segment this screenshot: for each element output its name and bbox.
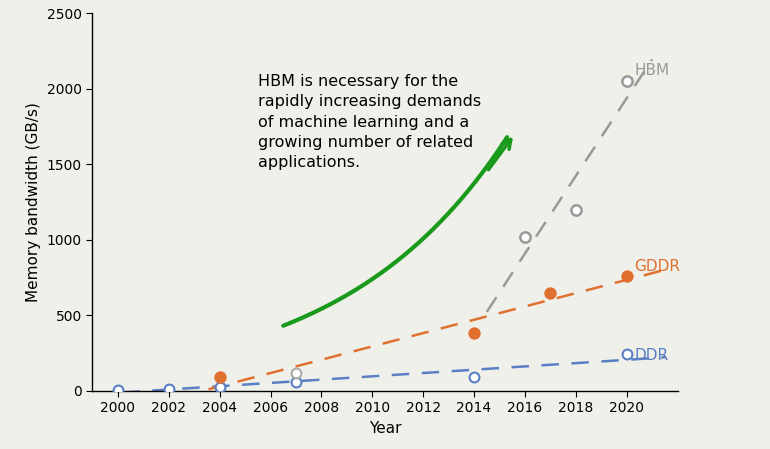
Point	[519, 233, 531, 240]
Point	[621, 351, 633, 358]
Text: DDR: DDR	[634, 348, 668, 363]
Text: GDDR: GDDR	[634, 260, 681, 274]
Point	[468, 330, 480, 337]
Point	[570, 206, 582, 213]
Text: HBM: HBM	[634, 63, 669, 78]
Point	[213, 374, 226, 381]
Point	[213, 384, 226, 391]
Point	[468, 374, 480, 381]
Point	[544, 289, 557, 296]
Text: HBM is necessary for the
rapidly increasing demands
of machine learning and a
gr: HBM is necessary for the rapidly increas…	[258, 74, 481, 171]
Point	[621, 273, 633, 280]
Y-axis label: Memory bandwidth (GB/s): Memory bandwidth (GB/s)	[26, 102, 42, 302]
Point	[621, 78, 633, 85]
Point	[290, 370, 302, 377]
X-axis label: Year: Year	[369, 421, 401, 436]
Point	[112, 387, 124, 394]
Point	[290, 378, 302, 385]
Point	[162, 385, 175, 392]
